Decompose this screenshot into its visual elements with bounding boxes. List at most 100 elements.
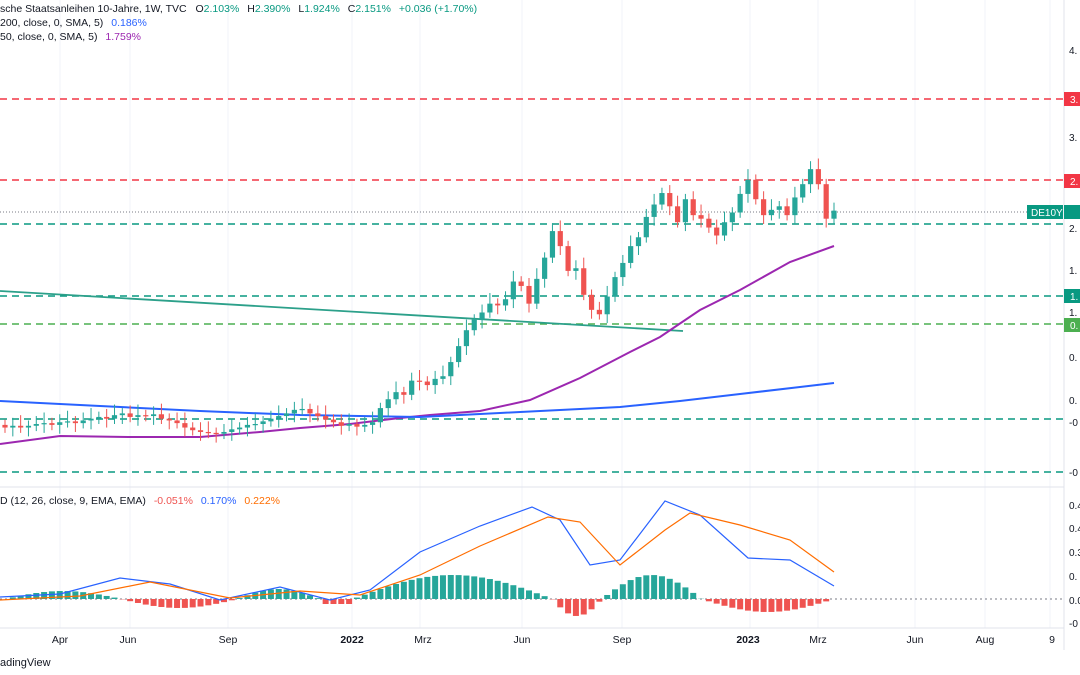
macd-histogram-bar (330, 599, 337, 604)
macd-histogram-bar (815, 599, 822, 604)
candle-body (18, 425, 24, 428)
candle-body (377, 408, 383, 423)
candle-body (753, 179, 759, 200)
candle-body (448, 362, 454, 377)
candle-body (479, 312, 485, 320)
candle-body (682, 199, 689, 223)
macd-histogram-bar (619, 584, 626, 599)
candle-body (487, 303, 493, 313)
tradingview-logo[interactable]: adingView (0, 657, 51, 669)
candle-body (698, 215, 704, 219)
price-axis-label: 1. (1069, 266, 1077, 277)
legend-ma200[interactable]: 200, close, 0, SMA, 5) 0.186% (0, 16, 147, 30)
change-value: +0.036 (+1.70%) (398, 3, 478, 15)
legend-macd[interactable]: D (12, 26, close, 9, EMA, EMA) -0.051% 0… (0, 494, 280, 508)
price-axis-label: 2. (1069, 224, 1077, 235)
macd-histogram-bar (400, 581, 407, 599)
macd-histogram-bar (322, 599, 329, 604)
candle-body (393, 392, 399, 400)
legend-ma50[interactable]: 50, close, 0, SMA, 5) 1.759% (0, 30, 141, 44)
macd-histogram-bar (361, 594, 368, 599)
candle-body (792, 197, 798, 216)
candle-body (119, 413, 125, 416)
macd-histogram-bar (799, 599, 806, 608)
candle-body (260, 421, 266, 425)
candle-body (221, 431, 227, 434)
candle-body (283, 413, 290, 417)
time-axis-label: Jun (907, 634, 924, 646)
time-axis-label: Apr (52, 634, 69, 646)
price-axis-label: -0 (1069, 418, 1078, 429)
macd-histogram-bar (353, 597, 360, 599)
candle-body (581, 268, 587, 295)
macd-histogram-bar (432, 575, 439, 599)
macd-histogram-bar (479, 577, 486, 599)
candle-body (612, 277, 618, 297)
macd-histogram-bar (408, 579, 415, 599)
candle-body (401, 392, 407, 395)
candle-body (190, 427, 196, 431)
candle-body (307, 408, 313, 414)
macd-histogram-bar (525, 590, 532, 599)
candle-body (604, 296, 610, 315)
macd-axis-label: 0.0 (1069, 596, 1080, 607)
macd-histogram-bar (612, 589, 619, 599)
macd-histogram-bar (393, 583, 400, 599)
macd-axis-label: 0.4 (1069, 524, 1080, 535)
candle-body (628, 246, 634, 263)
macd-histogram-bar (588, 599, 595, 610)
trendline[interactable] (0, 290, 684, 332)
candle-body (690, 199, 696, 216)
moving-averages (0, 245, 835, 445)
time-axis-label: 9 (1049, 634, 1055, 646)
candle-body (2, 424, 8, 428)
candle-body (706, 218, 712, 228)
candle-body (354, 424, 360, 427)
macd-histogram-bar (651, 575, 658, 599)
time-axis[interactable]: Apr Jun Sep 2022 Mrz Jun Sep 2023 Mrz Jun Aug 9 (52, 634, 1055, 646)
macd-histogram-bar (174, 599, 181, 608)
candle-body (10, 425, 16, 428)
candle-body (229, 429, 235, 432)
macd-histogram-bar (768, 599, 775, 612)
price-tag-green-mid (1064, 318, 1080, 332)
macd-histogram-bar (541, 596, 548, 599)
macd-histogram-bar (486, 579, 493, 599)
macd-histogram-bar (455, 575, 462, 599)
macd-histogram-bar (690, 592, 697, 599)
price-axis-label: -0 (1069, 468, 1078, 479)
price-tag-green-mid-text: 0. (1070, 321, 1078, 332)
macd-histogram-bar (88, 593, 95, 599)
price-tag-red-mid (1064, 174, 1080, 188)
macd-histogram-bar (721, 599, 728, 606)
macd-pane[interactable] (0, 500, 1064, 616)
candle-body (57, 422, 63, 425)
candle-body (635, 237, 642, 247)
legend-main[interactable]: sche Staatsanleihen 10-Jahre, 1W, TVC O2… (0, 2, 477, 16)
price-axis-label: 4. (1069, 46, 1077, 57)
ma200-line (0, 382, 835, 419)
candles[interactable] (2, 158, 837, 443)
macd-hist-value: -0.051% (153, 495, 193, 507)
macd-histogram-bar (494, 580, 501, 599)
macd-histogram-bar (95, 594, 102, 599)
price-tag-red-top-text: 3. (1070, 95, 1078, 106)
candle-body (268, 418, 274, 422)
open-label: O (195, 3, 204, 15)
candle-body (424, 381, 430, 386)
horizontal-levels[interactable] (0, 98, 1064, 473)
ma50-value: 1.759% (105, 31, 142, 43)
last-price-tag (1064, 205, 1080, 219)
macd-histogram-bar (752, 599, 759, 612)
price-axis[interactable]: 4.3.3.2.2.2.1.1.1.0.0.-0-0 (1069, 46, 1078, 479)
candle-body (135, 415, 141, 417)
macd-histogram-bar (635, 577, 642, 599)
macd-histogram-bar (580, 599, 587, 615)
macd-axis: 0.4 0.4 0.3 0. 0.0 -0 (1069, 501, 1080, 630)
macd-histogram-bar (275, 589, 282, 599)
macd-histogram-bar (439, 575, 446, 599)
macd-histogram-bar (189, 599, 196, 608)
macd-histogram-bar (557, 599, 564, 608)
macd-histogram-bar (471, 576, 478, 599)
